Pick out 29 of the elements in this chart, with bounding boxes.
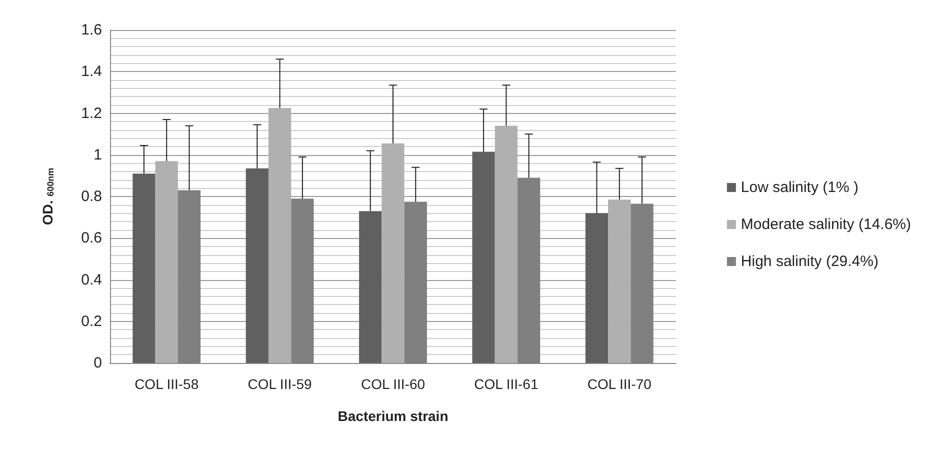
x-tick-label: COL III-59 <box>248 376 312 392</box>
bar <box>155 161 178 363</box>
bar <box>608 200 631 363</box>
y-tick-label: 1.2 <box>81 104 102 122</box>
y-axis-title: OD. 600nm <box>40 168 56 226</box>
legend-label: High salinity (29.4%) <box>740 253 878 270</box>
y-tick-label: 0.6 <box>81 230 102 247</box>
bar <box>268 108 292 363</box>
y-tick-label: 0 <box>94 354 102 372</box>
y-tick-label: 1.6 <box>81 22 102 38</box>
x-tick-label: COL III-61 <box>474 376 538 392</box>
x-tick-label: COL III-60 <box>360 376 426 392</box>
x-tick-label: COL III-58 <box>134 376 199 392</box>
y-tick-label: 1.4 <box>81 63 102 80</box>
x-tick-label: COL III-70 <box>587 376 652 392</box>
bar <box>246 168 268 363</box>
bar <box>359 211 382 363</box>
legend-label: Moderate salinity (14.6%) <box>740 216 912 233</box>
bar <box>472 152 495 363</box>
x-axis-title: Bacterium strain <box>338 408 448 424</box>
y-tick-label: 0.8 <box>81 188 102 205</box>
bar <box>494 126 518 363</box>
bar <box>585 213 608 363</box>
legend-label: Low salinity (1% ) <box>740 179 858 196</box>
bar <box>382 143 404 363</box>
y-tick-label: 0.4 <box>81 271 102 288</box>
y-tick-label: 0.2 <box>81 312 102 330</box>
bar <box>132 174 156 363</box>
y-tick-label: 1 <box>94 146 102 164</box>
